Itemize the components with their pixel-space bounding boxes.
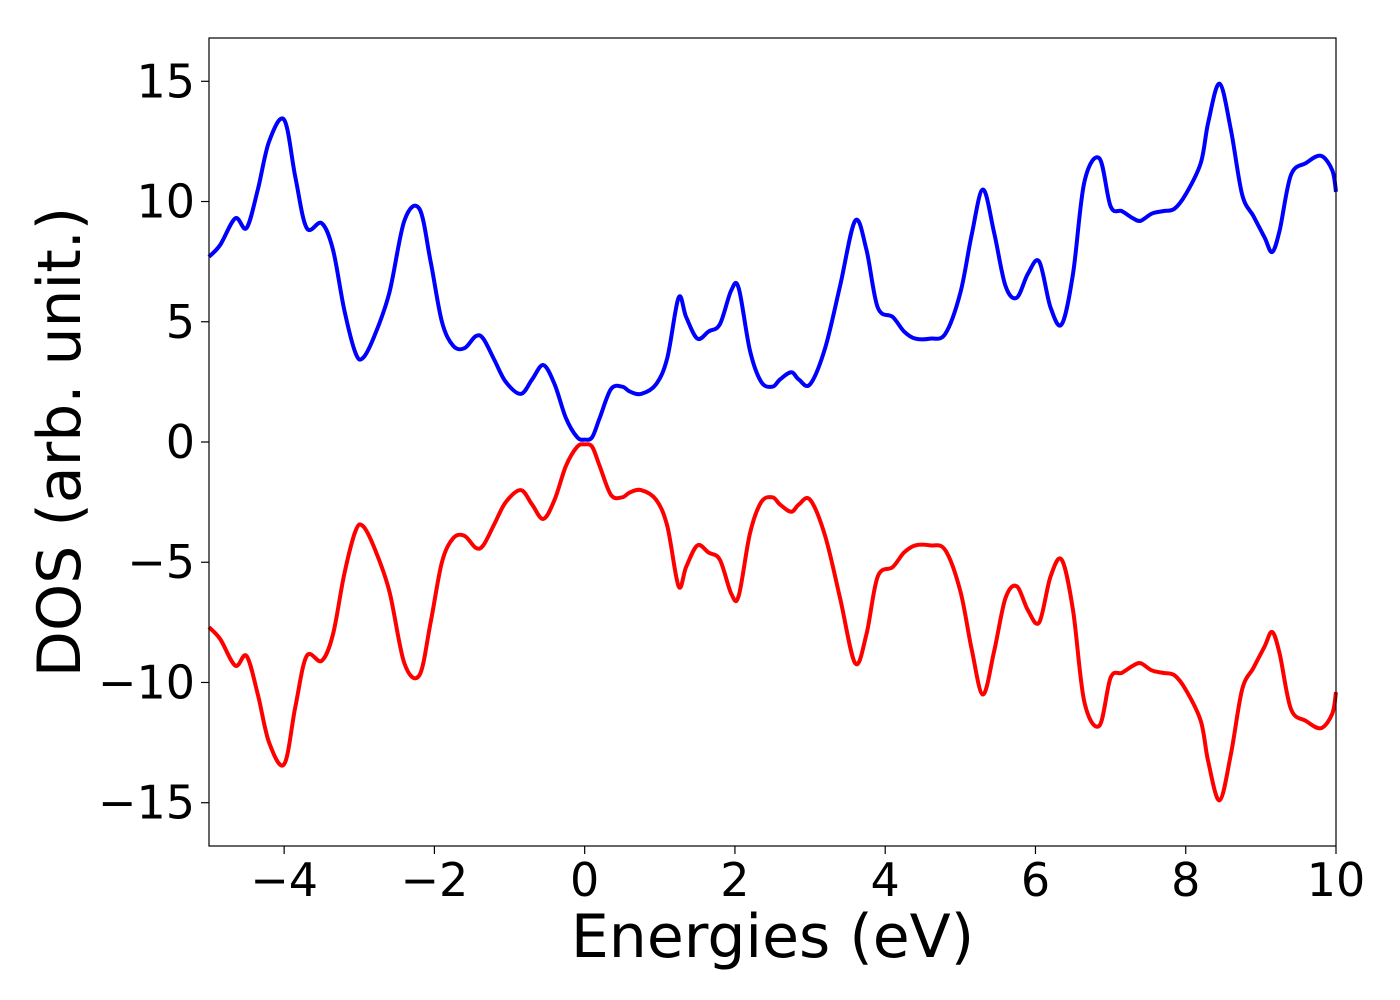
x-tick-label: 4 (871, 853, 900, 907)
series-layer (207, 81, 1338, 803)
x-tick-label: 2 (720, 853, 749, 907)
x-tick-label: 10 (1307, 853, 1366, 907)
x-tick-label: 6 (1021, 853, 1050, 907)
y-axis-title: DOS (arb. unit.) (25, 207, 95, 677)
x-axis-title: Energies (eV) (571, 902, 974, 972)
y-tick-label: 10 (136, 175, 195, 229)
dos-series-line-1 (207, 442, 1338, 803)
y-tick-label: 15 (136, 54, 195, 108)
x-tick-label: 8 (1171, 853, 1200, 907)
y-tick-label: −5 (127, 535, 195, 589)
y-tick-label: −10 (98, 655, 195, 709)
y-tick-label: 0 (166, 415, 195, 469)
y-tick-label: −15 (98, 776, 195, 830)
y-tick-label: 5 (166, 295, 195, 349)
dos-series-line-0 (207, 81, 1338, 442)
x-tick-label: −2 (400, 853, 468, 907)
y-axis-ticks: 15 10 5 0 −5 −10 −15 (98, 54, 209, 830)
x-tick-label: −4 (250, 853, 318, 907)
x-tick-label: 0 (570, 853, 599, 907)
x-axis-ticks: −4 −2 0 2 4 6 8 10 (250, 846, 1365, 907)
